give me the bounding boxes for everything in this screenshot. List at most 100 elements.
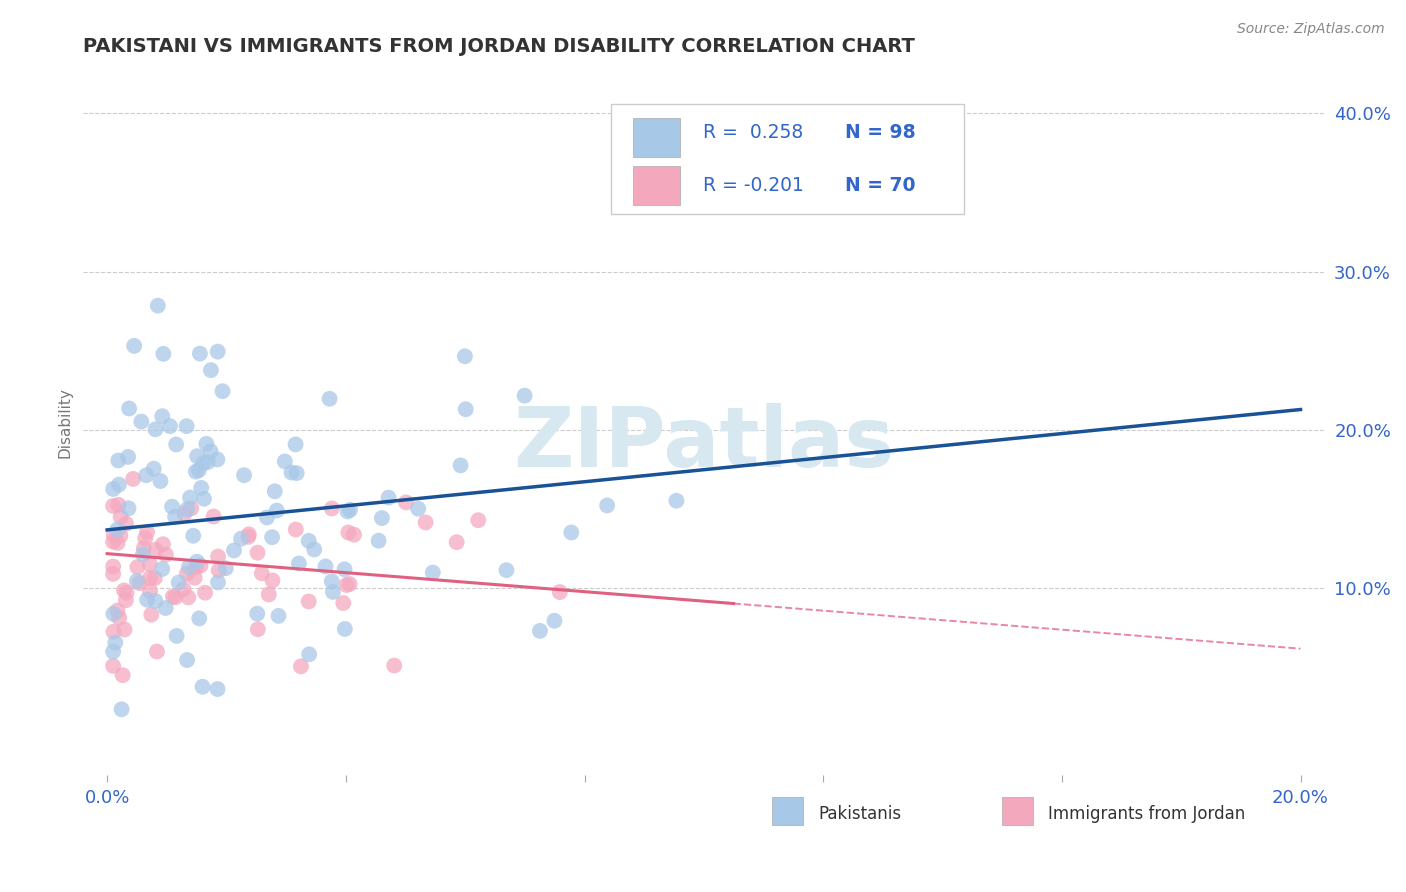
- Point: [186, 449, 208, 463]
- Point: [197, 455, 219, 469]
- Point: [117, 450, 139, 464]
- Point: [108, 611, 131, 625]
- Point: [188, 611, 211, 625]
- Point: [103, 607, 125, 621]
- Point: [115, 516, 138, 531]
- Point: [112, 583, 135, 598]
- Point: [339, 502, 361, 516]
- Point: [191, 680, 214, 694]
- Point: [184, 560, 207, 574]
- Point: [143, 542, 166, 557]
- Point: [257, 587, 280, 601]
- Point: [107, 453, 129, 467]
- Point: [246, 622, 269, 636]
- Point: [596, 499, 619, 513]
- Point: [548, 585, 571, 599]
- Point: [110, 509, 132, 524]
- Point: [333, 562, 356, 576]
- Point: [101, 644, 124, 658]
- Point: [101, 482, 124, 496]
- Point: [377, 491, 399, 505]
- Point: [298, 647, 321, 661]
- Point: [290, 659, 312, 673]
- Point: [208, 563, 231, 577]
- Point: [560, 525, 582, 540]
- Point: [122, 472, 145, 486]
- Point: [139, 584, 162, 599]
- Point: [229, 532, 252, 546]
- Point: [454, 349, 477, 363]
- Point: [143, 594, 166, 608]
- Point: [127, 560, 149, 574]
- Point: [176, 653, 198, 667]
- Point: [176, 566, 198, 581]
- Point: [207, 344, 229, 359]
- Point: [267, 608, 290, 623]
- Point: [207, 575, 229, 590]
- Point: [339, 577, 361, 591]
- Point: [529, 624, 551, 638]
- Point: [141, 607, 163, 622]
- Point: [160, 500, 183, 514]
- Bar: [633, 118, 681, 157]
- Point: [114, 623, 136, 637]
- Point: [110, 529, 132, 543]
- Point: [117, 501, 139, 516]
- Point: [302, 542, 325, 557]
- Point: [288, 557, 311, 571]
- Point: [256, 510, 278, 524]
- Point: [315, 559, 337, 574]
- Point: [115, 593, 138, 607]
- Point: [238, 530, 260, 544]
- FancyBboxPatch shape: [610, 104, 965, 214]
- Point: [450, 458, 472, 473]
- Point: [222, 543, 245, 558]
- Point: [181, 529, 204, 543]
- Point: [263, 484, 285, 499]
- Point: [187, 463, 209, 477]
- Point: [321, 574, 343, 589]
- Point: [165, 437, 187, 451]
- Point: [238, 527, 260, 541]
- Point: [284, 437, 307, 451]
- Text: Immigrants from Jordan: Immigrants from Jordan: [1047, 805, 1244, 823]
- Point: [183, 571, 205, 585]
- Point: [415, 516, 437, 530]
- Point: [138, 558, 160, 572]
- Point: [107, 498, 129, 512]
- Y-axis label: Disability: Disability: [58, 387, 72, 458]
- Point: [166, 629, 188, 643]
- Point: [280, 466, 302, 480]
- Point: [543, 614, 565, 628]
- Point: [135, 468, 157, 483]
- Point: [103, 624, 125, 639]
- Point: [262, 574, 284, 588]
- Point: [152, 347, 174, 361]
- Point: [107, 603, 129, 617]
- Point: [155, 548, 177, 562]
- Point: [215, 561, 238, 575]
- Point: [262, 530, 284, 544]
- Point: [335, 578, 357, 592]
- Point: [115, 586, 138, 600]
- Point: [318, 392, 340, 406]
- Point: [132, 547, 155, 561]
- Point: [142, 461, 165, 475]
- Point: [152, 537, 174, 551]
- Point: [103, 527, 125, 541]
- Point: [190, 558, 212, 573]
- Point: [101, 566, 124, 581]
- Point: [146, 299, 169, 313]
- Point: [367, 533, 389, 548]
- Point: [167, 575, 190, 590]
- Point: [110, 702, 132, 716]
- Point: [382, 658, 405, 673]
- Text: N = 70: N = 70: [845, 176, 915, 194]
- Point: [298, 533, 321, 548]
- Point: [211, 384, 233, 399]
- Text: Pakistanis: Pakistanis: [818, 805, 901, 823]
- Point: [337, 525, 360, 540]
- Point: [371, 511, 394, 525]
- Point: [454, 402, 477, 417]
- Point: [125, 574, 148, 588]
